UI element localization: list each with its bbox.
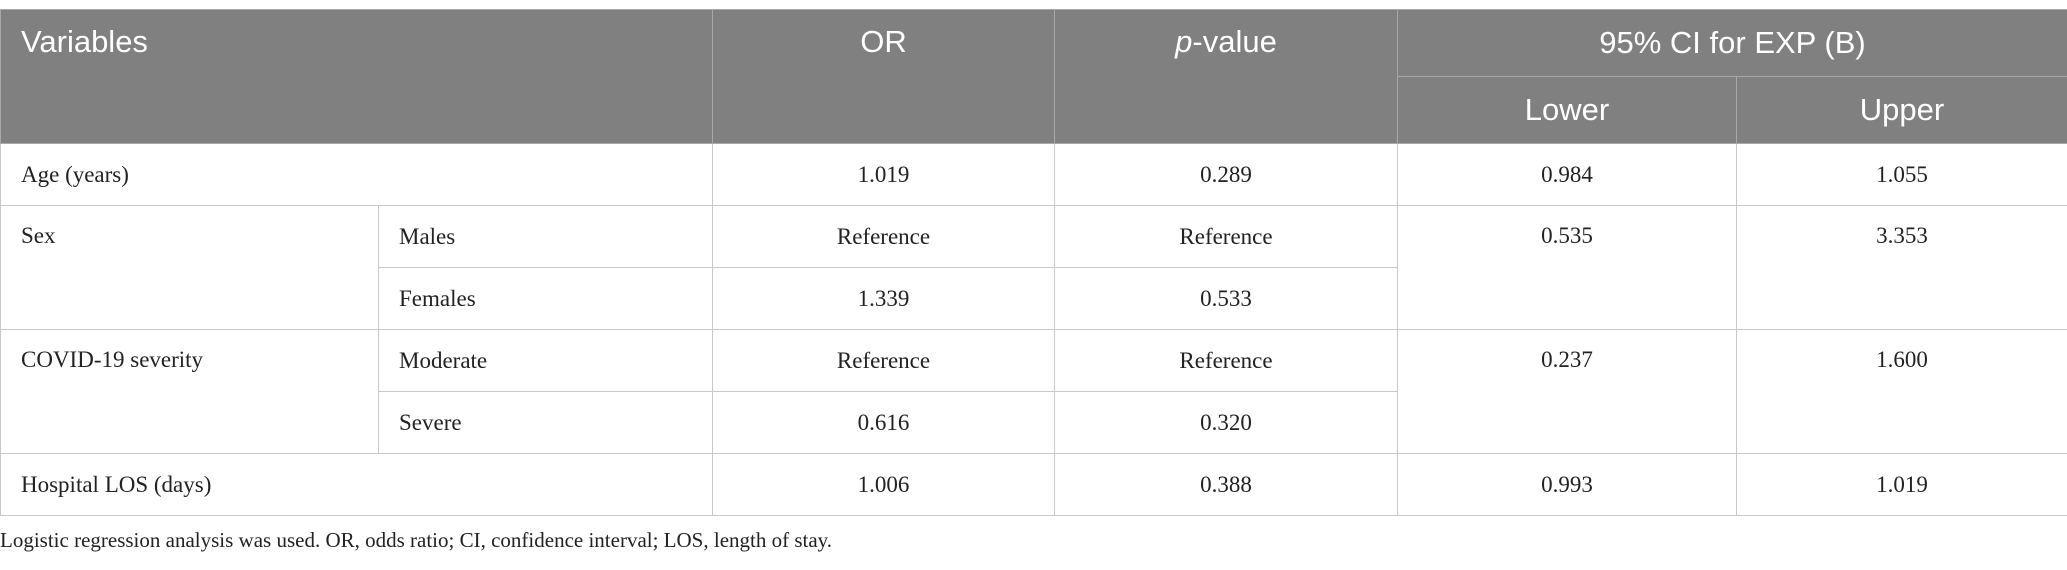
header-text: OR (860, 24, 907, 59)
cell: 0.993 (1397, 453, 1737, 516)
cell: Reference (712, 205, 1055, 268)
cell: 0.388 (1054, 453, 1398, 516)
cell: 0.535 (1397, 205, 1737, 330)
cell: 1.600 (1736, 329, 2067, 454)
cell: 0.533 (1054, 267, 1398, 330)
cell: 1.019 (712, 143, 1055, 206)
header-text: -value (1192, 24, 1277, 59)
cell: 0.320 (1054, 391, 1398, 454)
header-text: 95% CI for EXP (B) (1599, 25, 1866, 60)
cell: COVID-19 severity (0, 329, 379, 454)
header-text: Lower (1524, 92, 1610, 127)
header-text: Upper (1859, 92, 1945, 127)
cell: Reference (1054, 205, 1398, 268)
cell: 1.006 (712, 453, 1055, 516)
cell: 0.616 (712, 391, 1055, 454)
header-cell: OR (712, 9, 1055, 144)
cell: Age (years) (0, 143, 713, 206)
header-text: p (1175, 24, 1193, 59)
header-cell: Upper (1736, 76, 2067, 144)
cell: Moderate (378, 329, 713, 392)
cell: 1.019 (1736, 453, 2067, 516)
cell: Reference (1054, 329, 1398, 392)
cell: 0.289 (1054, 143, 1398, 206)
cell: Females (378, 267, 713, 330)
header-cell: p-value (1054, 9, 1398, 144)
cell: Hospital LOS (days) (0, 453, 713, 516)
results-table: Variables OR p-value 95% CI for EXP (B) … (0, 9, 2067, 516)
header-text: Variables (21, 24, 148, 59)
cell: Reference (712, 329, 1055, 392)
header-cell: 95% CI for EXP (B) (1397, 9, 2067, 77)
cell: 0.237 (1397, 329, 1737, 454)
header-cell: Variables (0, 9, 713, 144)
header-cell: Lower (1397, 76, 1737, 144)
cell: Males (378, 205, 713, 268)
cell: 0.984 (1397, 143, 1737, 206)
cell: 1.339 (712, 267, 1055, 330)
cell: 3.353 (1736, 205, 2067, 330)
cell: 1.055 (1736, 143, 2067, 206)
footnote: Logistic regression analysis was used. O… (0, 528, 833, 552)
cell: Severe (378, 391, 713, 454)
cell: Sex (0, 205, 379, 330)
